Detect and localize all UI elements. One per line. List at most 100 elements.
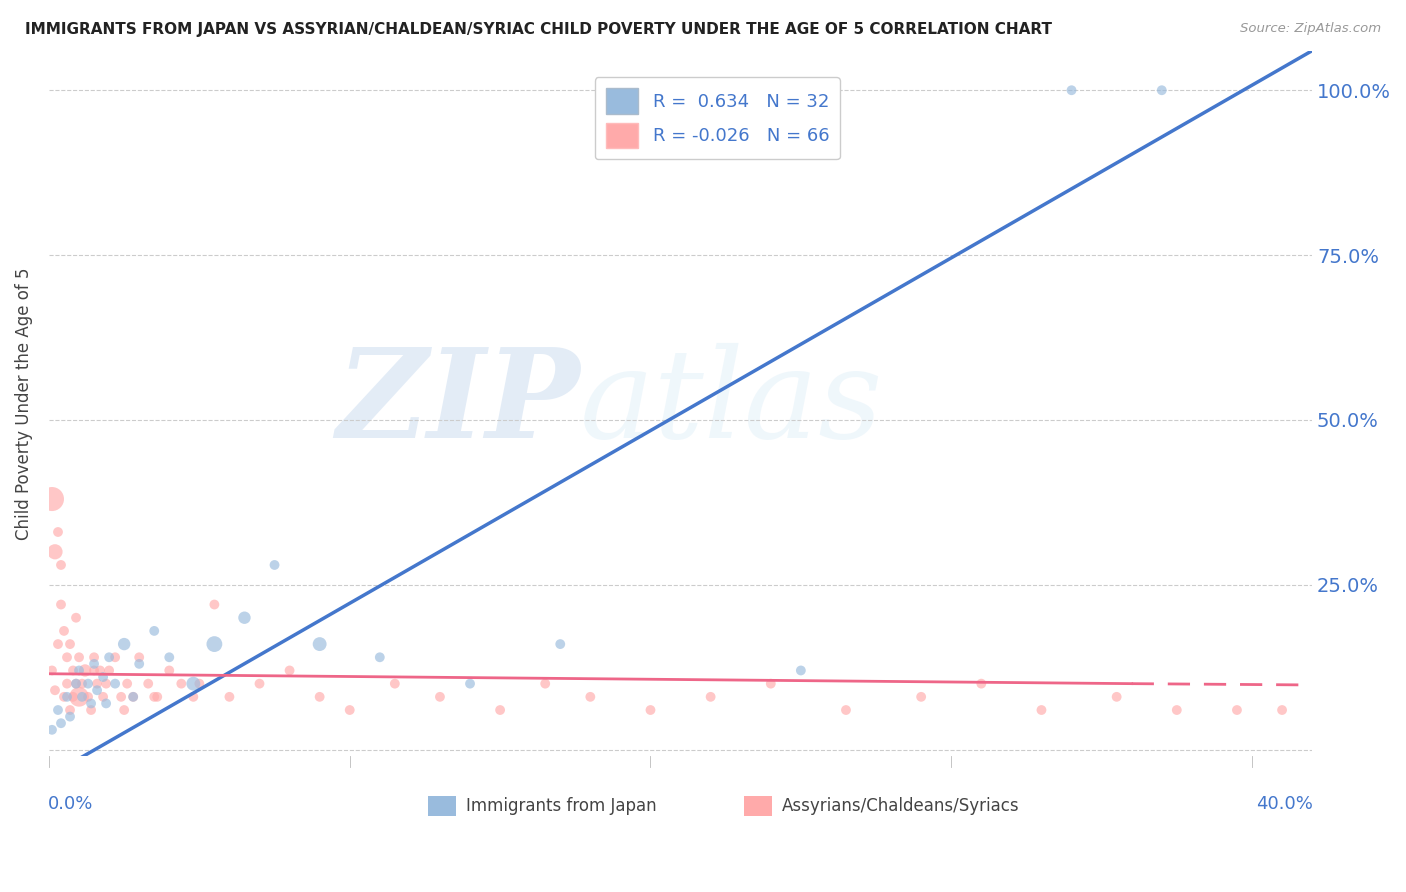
Point xyxy=(98,664,121,678)
Point xyxy=(548,637,571,651)
Y-axis label: Child Poverty Under the Age of 5: Child Poverty Under the Age of 5 xyxy=(15,268,32,540)
Point xyxy=(910,690,932,704)
Point xyxy=(112,703,135,717)
Point xyxy=(534,676,557,690)
Point xyxy=(56,690,79,704)
Point xyxy=(104,676,127,690)
Point xyxy=(308,690,330,704)
Point xyxy=(1060,83,1083,97)
Text: IMMIGRANTS FROM JAPAN VS ASSYRIAN/CHALDEAN/SYRIAC CHILD POVERTY UNDER THE AGE OF: IMMIGRANTS FROM JAPAN VS ASSYRIAN/CHALDE… xyxy=(25,22,1052,37)
Point xyxy=(67,650,90,665)
Point xyxy=(56,650,79,665)
Point xyxy=(183,690,205,704)
Point xyxy=(65,676,87,690)
Point xyxy=(115,676,138,690)
Point xyxy=(1150,83,1173,97)
Point xyxy=(970,676,993,690)
Point xyxy=(489,703,512,717)
Text: atlas: atlas xyxy=(579,343,883,464)
Point xyxy=(70,690,93,704)
Point xyxy=(86,676,108,690)
Point xyxy=(202,598,225,612)
Point xyxy=(83,657,105,671)
Point xyxy=(835,703,858,717)
Point xyxy=(146,690,169,704)
Text: Source: ZipAtlas.com: Source: ZipAtlas.com xyxy=(1240,22,1381,36)
Point xyxy=(122,690,145,704)
Point xyxy=(579,690,602,704)
Point xyxy=(202,637,225,651)
Point xyxy=(157,664,180,678)
Point xyxy=(49,558,72,572)
Point xyxy=(429,690,451,704)
Point xyxy=(1031,703,1053,717)
Point xyxy=(83,664,105,678)
Point xyxy=(143,690,166,704)
Point xyxy=(56,676,79,690)
Text: 0.0%: 0.0% xyxy=(48,795,93,813)
Text: Assyrians/Chaldeans/Syriacs: Assyrians/Chaldeans/Syriacs xyxy=(782,797,1019,815)
Point xyxy=(699,690,721,704)
Point xyxy=(1105,690,1128,704)
Point xyxy=(65,676,87,690)
Point xyxy=(790,664,813,678)
Point xyxy=(41,723,63,737)
Point xyxy=(73,664,96,678)
Point xyxy=(49,716,72,731)
Point xyxy=(122,690,145,704)
Point xyxy=(218,690,240,704)
Point xyxy=(91,690,114,704)
Point xyxy=(89,664,111,678)
Text: Immigrants from Japan: Immigrants from Japan xyxy=(465,797,657,815)
Point xyxy=(80,697,103,711)
Point xyxy=(249,676,271,690)
Point xyxy=(278,664,301,678)
Point xyxy=(1226,703,1249,717)
Point xyxy=(77,690,100,704)
Point xyxy=(41,664,63,678)
Point xyxy=(94,676,117,690)
Point xyxy=(1271,703,1294,717)
Point xyxy=(41,491,63,506)
Legend: R =  0.634   N = 32, R = -0.026   N = 66: R = 0.634 N = 32, R = -0.026 N = 66 xyxy=(595,78,839,159)
Point xyxy=(157,650,180,665)
Point xyxy=(94,697,117,711)
Point xyxy=(384,676,406,690)
Point xyxy=(62,690,84,704)
Point xyxy=(44,545,66,559)
Point xyxy=(640,703,662,717)
Point xyxy=(339,703,361,717)
Point xyxy=(458,676,481,690)
Point xyxy=(143,624,166,638)
Point xyxy=(91,670,114,684)
Point xyxy=(67,690,90,704)
Point xyxy=(128,657,150,671)
Point xyxy=(368,650,391,665)
Point xyxy=(1166,703,1188,717)
Point xyxy=(59,637,82,651)
Point xyxy=(77,676,100,690)
Point xyxy=(80,703,103,717)
Point xyxy=(49,598,72,612)
Point xyxy=(263,558,285,572)
Point xyxy=(308,637,330,651)
Point xyxy=(136,676,159,690)
Point xyxy=(59,709,82,723)
Point xyxy=(70,676,93,690)
Point xyxy=(183,676,205,690)
Point xyxy=(46,637,69,651)
Point xyxy=(44,683,66,698)
Point xyxy=(104,650,127,665)
Point xyxy=(86,683,108,698)
Point xyxy=(128,650,150,665)
Point xyxy=(67,664,90,678)
Point xyxy=(53,624,76,638)
Point xyxy=(233,611,256,625)
FancyBboxPatch shape xyxy=(744,797,772,816)
Point xyxy=(46,524,69,539)
Point xyxy=(65,611,87,625)
Point xyxy=(46,703,69,717)
Point xyxy=(53,690,76,704)
Point xyxy=(59,703,82,717)
Point xyxy=(759,676,782,690)
